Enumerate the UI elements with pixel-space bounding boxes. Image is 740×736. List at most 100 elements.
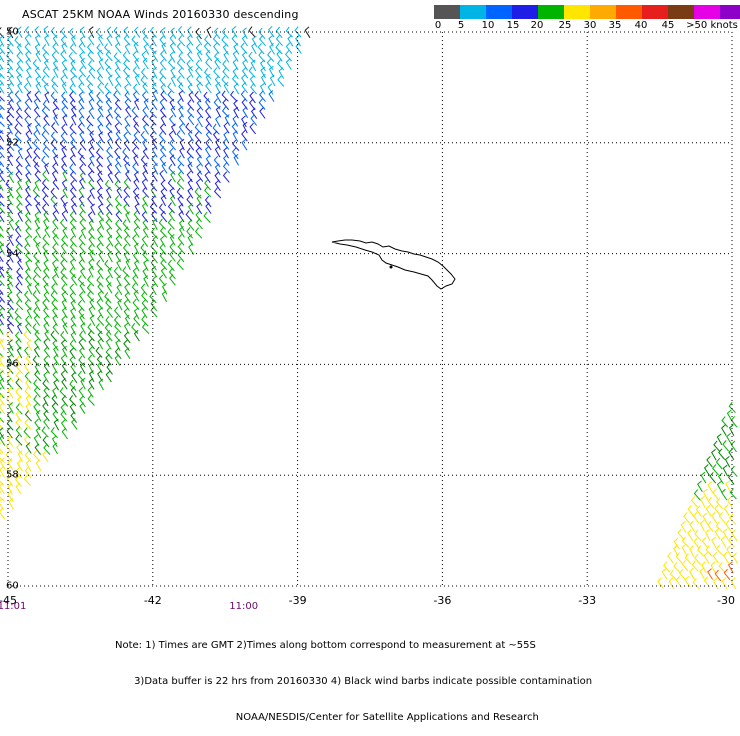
wind-barb <box>106 195 113 207</box>
wind-barb <box>241 115 247 128</box>
wind-barb <box>78 291 86 303</box>
wind-barb <box>6 114 13 126</box>
wind-barb <box>97 314 105 326</box>
wind-barb <box>213 187 222 199</box>
wind-barb <box>23 427 31 439</box>
wind-barb <box>0 362 5 375</box>
wind-barb <box>96 99 104 111</box>
wind-barb <box>726 496 733 509</box>
wind-barb <box>142 162 149 175</box>
wind-barb <box>233 43 240 55</box>
wind-barb <box>158 130 166 143</box>
wind-barb <box>95 148 104 160</box>
wind-barb <box>90 203 96 216</box>
wind-barb <box>727 561 734 573</box>
wind-barb <box>33 266 41 279</box>
wind-barb <box>0 387 5 399</box>
wind-barb <box>221 106 230 118</box>
wind-barb <box>80 322 86 335</box>
wind-barb <box>106 363 113 375</box>
wind-barb <box>24 235 31 248</box>
wind-barb <box>44 91 50 104</box>
wind-barb <box>35 201 42 214</box>
wind-barb <box>278 67 285 79</box>
wind-barb <box>42 234 50 246</box>
wind-barb <box>716 480 723 493</box>
wind-barb <box>70 66 78 78</box>
wind-barb <box>24 34 31 46</box>
wind-barb <box>96 43 104 55</box>
wind-barb <box>141 291 149 303</box>
note-line-2: 3)Data buffer is 22 hrs from 20160330 4)… <box>115 676 593 687</box>
wind-barb <box>106 137 113 150</box>
wind-barb <box>133 226 140 238</box>
wind-barb <box>79 35 86 48</box>
colorbar-label: 15 <box>506 20 520 31</box>
wind-barb <box>133 217 141 230</box>
wind-barb <box>241 138 248 151</box>
wind-barb <box>25 442 32 454</box>
wind-barb <box>14 130 22 142</box>
wind-barb <box>673 537 680 550</box>
lat-lon-grid <box>7 31 733 587</box>
wind-barb <box>98 58 105 70</box>
wind-barb <box>712 488 719 500</box>
wind-barb <box>7 435 14 447</box>
wind-barb <box>724 456 731 468</box>
wind-barb <box>71 203 77 215</box>
wind-barb <box>106 306 113 318</box>
wind-barb <box>722 440 729 452</box>
wind-barb <box>115 129 122 142</box>
wind-barb <box>689 567 695 580</box>
wind-barb <box>151 145 158 158</box>
wind-barb <box>117 298 123 311</box>
wind-barb <box>25 211 32 223</box>
wind-barb <box>222 171 230 183</box>
wind-barb <box>88 33 95 46</box>
wind-barb <box>60 194 67 207</box>
wind-barb <box>0 482 5 495</box>
wind-barb <box>113 107 122 119</box>
south-georgia-island <box>331 239 456 290</box>
wind-barb <box>275 34 283 47</box>
wind-barb <box>16 346 23 359</box>
wind-barb <box>88 60 96 72</box>
wind-barb <box>177 242 185 254</box>
footnotes: Note: 1) Times are GMT 2)Times along bot… <box>115 616 592 736</box>
wind-barb <box>14 315 22 327</box>
wind-barb <box>204 35 212 47</box>
wind-barb <box>78 307 85 320</box>
wind-barb <box>187 50 194 62</box>
wind-barb <box>231 26 238 38</box>
wind-barb <box>61 283 69 296</box>
wind-barb <box>712 464 719 476</box>
wind-barb <box>133 122 141 134</box>
wind-barb <box>35 50 42 63</box>
wind-barb <box>96 242 104 255</box>
wind-barb <box>114 66 121 79</box>
wind-barb <box>15 299 24 311</box>
wind-barb <box>729 488 737 500</box>
wind-barb <box>50 26 58 39</box>
wind-barb <box>8 74 15 87</box>
wind-barb <box>187 113 195 126</box>
wind-barb <box>707 520 714 533</box>
wind-barb <box>42 43 50 56</box>
wind-barb <box>15 235 23 247</box>
wind-barb <box>88 227 95 240</box>
wind-barb <box>275 43 283 55</box>
wind-barb <box>16 43 24 55</box>
wind-barb <box>32 59 40 71</box>
wind-barb <box>681 559 689 572</box>
wind-barb <box>134 57 140 70</box>
wind-barb <box>80 227 87 239</box>
wind-barb <box>125 170 132 182</box>
wind-barb <box>204 186 212 198</box>
wind-barb <box>149 26 157 38</box>
wind-barb <box>26 75 32 87</box>
wind-barb <box>79 346 86 359</box>
wind-barb <box>150 242 158 254</box>
wind-barb <box>106 154 113 167</box>
wind-barb <box>43 139 51 151</box>
wind-barb <box>142 34 150 47</box>
